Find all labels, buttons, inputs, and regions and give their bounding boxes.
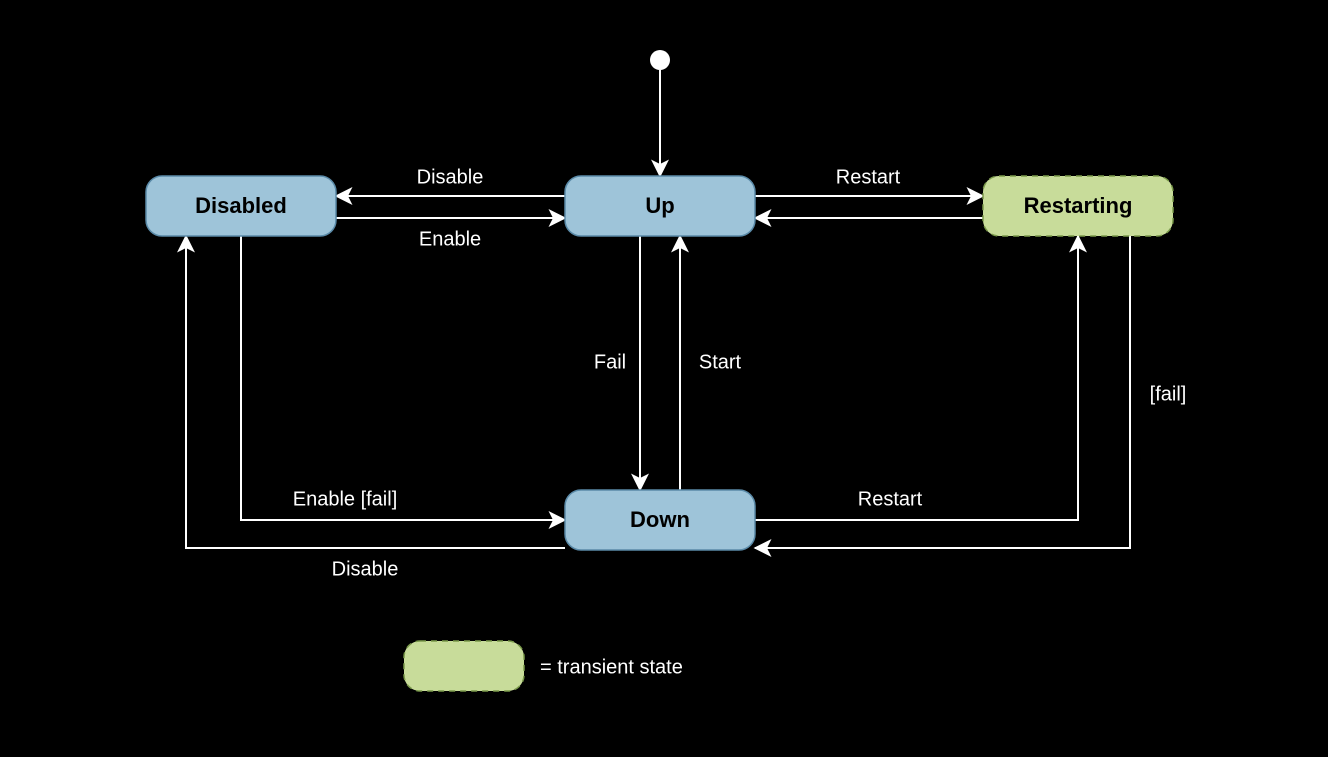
state-down: Down (565, 490, 755, 550)
legend-swatch (404, 641, 524, 691)
legend-text: = transient state (540, 656, 683, 678)
edge-label-restart-bottom: Restart (858, 488, 923, 510)
edge-up-to-down: Fail (594, 236, 640, 490)
initial-state-marker (650, 50, 670, 176)
edge-up-to-restarting: Restart (755, 166, 983, 196)
edge-up-to-disabled: Disable (336, 166, 565, 196)
legend: = transient state (404, 641, 683, 691)
state-restarting-label: Restarting (1024, 193, 1133, 218)
state-restarting: Restarting (983, 176, 1173, 236)
edge-label-fail-bracket: [fail] (1150, 383, 1187, 405)
edge-label-restart-top: Restart (836, 166, 901, 188)
edge-down-to-up: Start (680, 236, 742, 490)
state-down-label: Down (630, 507, 690, 532)
edge-label-enable-fail: Enable [fail] (293, 488, 398, 510)
edge-label-fail: Fail (594, 351, 626, 373)
edge-disabled-to-up: Enable (336, 218, 565, 250)
state-disabled-label: Disabled (195, 193, 287, 218)
edge-down-to-disabled: Disable (186, 236, 565, 580)
edge-label-start: Start (699, 351, 742, 373)
state-up: Up (565, 176, 755, 236)
edge-restarting-to-down: [fail] (755, 236, 1186, 548)
edge-label-disable-bottom: Disable (332, 558, 399, 580)
edge-label-disable: Disable (417, 166, 484, 188)
edge-label-enable: Enable (419, 228, 481, 250)
edge-disabled-to-down: Enable [fail] (241, 236, 565, 520)
state-up-label: Up (645, 193, 674, 218)
state-disabled: Disabled (146, 176, 336, 236)
edge-down-to-restarting: Restart (755, 236, 1078, 520)
